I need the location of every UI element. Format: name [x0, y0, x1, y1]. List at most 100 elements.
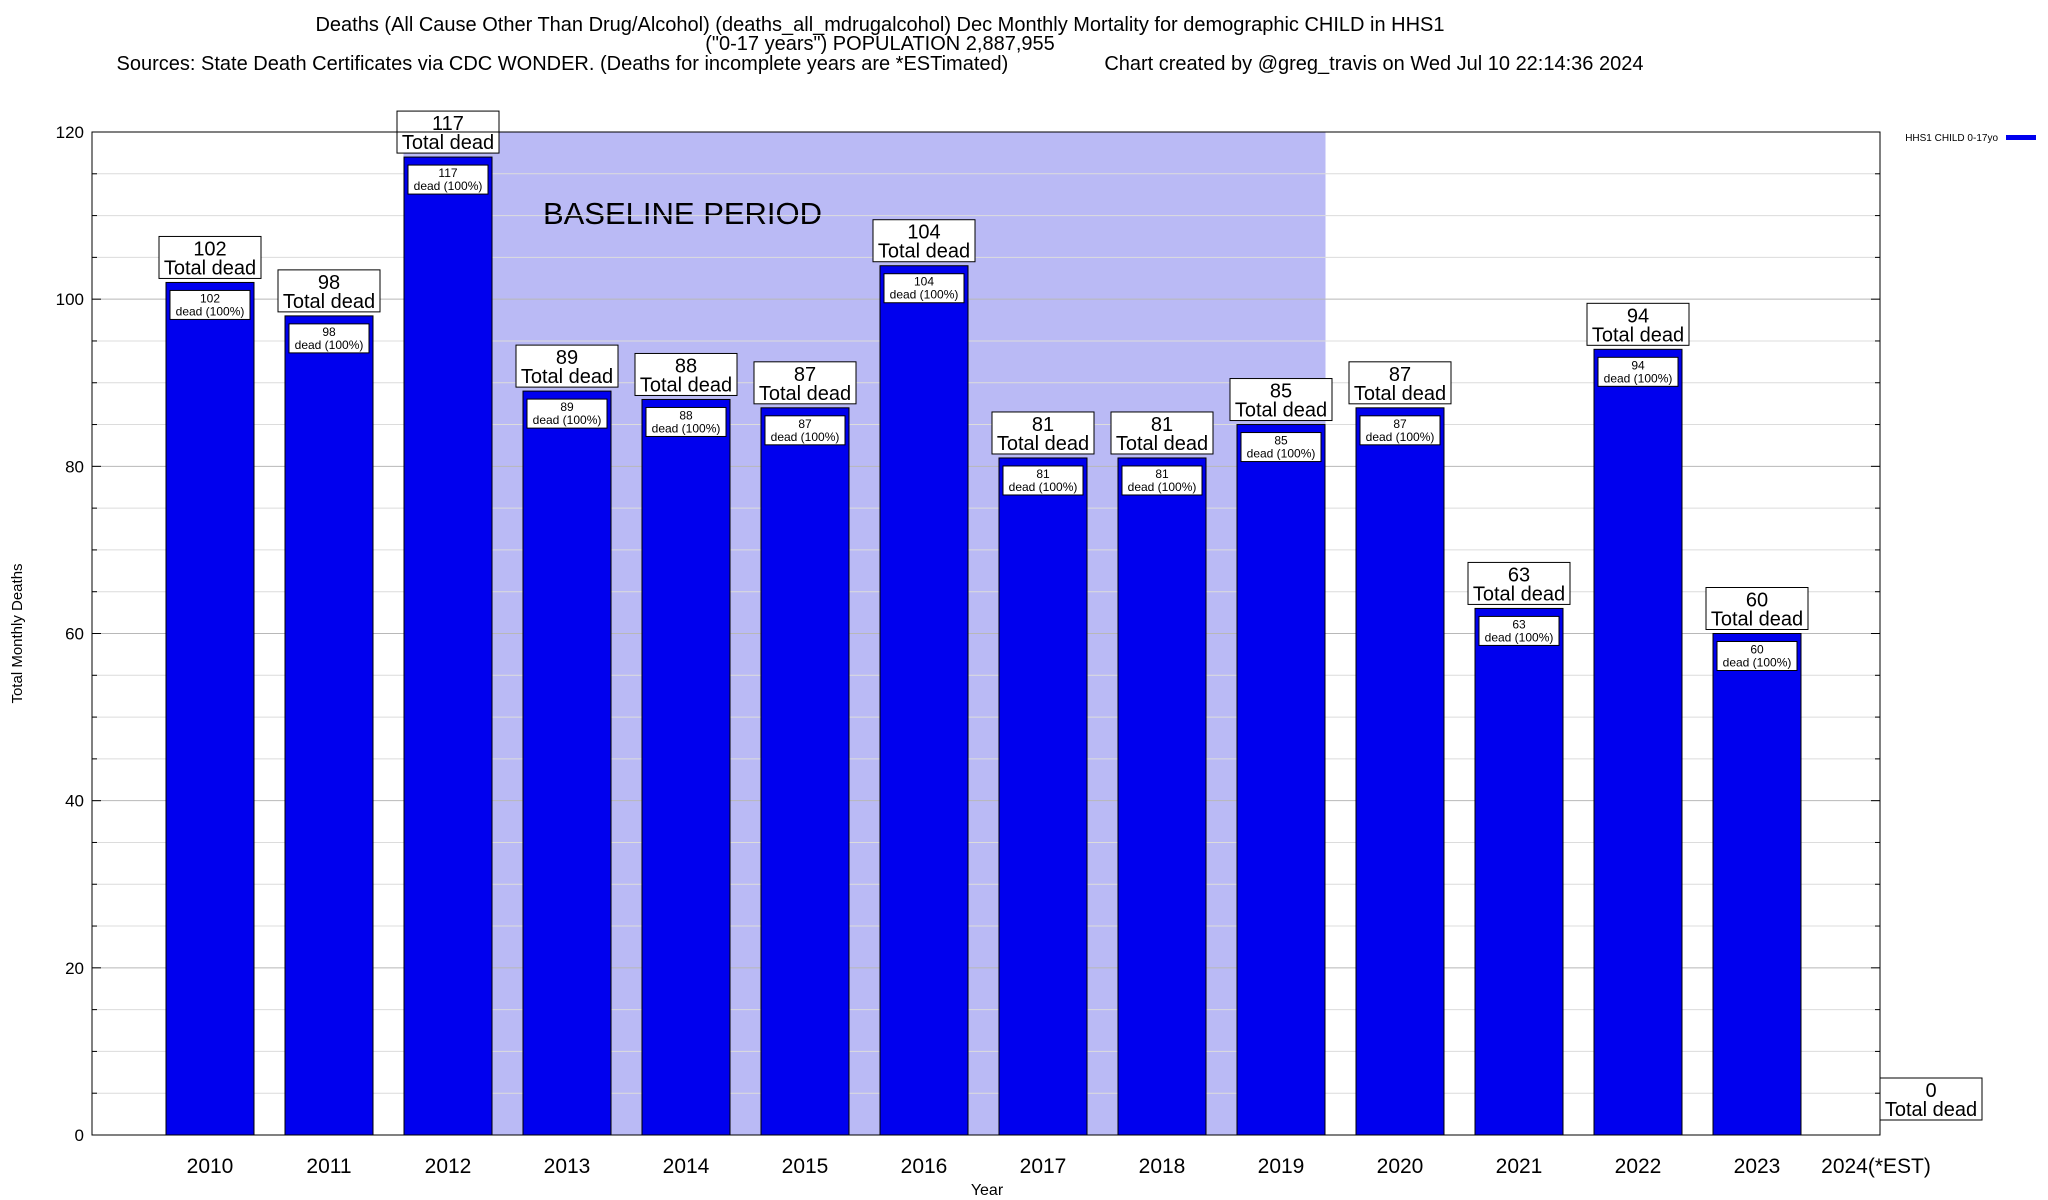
bar-2019	[1236, 424, 1326, 1136]
inner-label-text: dead (100%)	[414, 179, 483, 193]
x-tick-label: 2010	[187, 1155, 234, 1178]
inner-label-text: dead (100%)	[1604, 371, 1673, 385]
x-tick-label: 2015	[782, 1155, 829, 1178]
inner-label-text: dead (100%)	[771, 430, 840, 444]
inner-label-value: 85	[1274, 434, 1288, 448]
x-tick-label: 2017	[1020, 1155, 1067, 1178]
top-label-value: 117	[432, 113, 464, 135]
inner-label-value: 63	[1512, 617, 1526, 631]
legend-entry-swatch	[2006, 135, 2036, 140]
inner-label-box	[1121, 465, 1203, 496]
top-label-text: Total dead	[1885, 1099, 1977, 1121]
x-tick-label: 2016	[901, 1155, 948, 1178]
top-label-box	[1348, 361, 1452, 405]
bar-2020	[1355, 407, 1445, 1136]
inner-label-text: dead (100%)	[176, 304, 245, 318]
top-label-text: Total dead	[1473, 583, 1565, 605]
top-label-text: Total dead	[521, 366, 613, 388]
chart-title: Deaths (All Cause Other Than Drug/Alcoho…	[315, 14, 1445, 36]
inner-label-box	[883, 273, 965, 304]
top-label-box	[1705, 587, 1809, 630]
x-tick-label: 2021	[1496, 1155, 1543, 1178]
inner-label-box	[1597, 356, 1679, 387]
chart-sources: Sources: State Death Certificates via CD…	[116, 53, 1009, 75]
top-label-value: 85	[1270, 381, 1292, 403]
inner-label-box	[1716, 641, 1798, 671]
x-tick-label: 2018	[1139, 1155, 1186, 1178]
inner-label-value: 98	[322, 325, 336, 339]
x-tick-label: 2024(*EST)	[1821, 1155, 1931, 1178]
x-tick-label: 2023	[1734, 1155, 1781, 1178]
top-label-box	[872, 219, 976, 263]
bar-2015	[760, 407, 850, 1136]
bar-2012	[403, 156, 493, 1136]
inner-label-text: dead (100%)	[1723, 656, 1792, 670]
inner-label-box	[526, 398, 608, 429]
inner-label-value: 102	[200, 291, 220, 305]
x-axis: 2010 2011 2012 2013 2014 2015 2016 2017 2018 2019…	[187, 1155, 1931, 1178]
bar-2011	[284, 315, 374, 1136]
inner-label-box	[645, 406, 727, 437]
top-label-value: 87	[1389, 364, 1411, 386]
inner-label-box	[1478, 615, 1560, 646]
top-label-value: 63	[1508, 564, 1530, 586]
chart-sources-credit: Sources: State Death Certificates via CD…	[0, 53, 1760, 75]
baseline-period-label: BASELINE PERIOD	[543, 196, 822, 231]
y-tick-label: 100	[56, 290, 84, 309]
top-label-box	[158, 235, 262, 279]
top-label-box	[1586, 302, 1690, 346]
inner-label-text: dead (100%)	[652, 421, 721, 435]
top-label-value: 102	[193, 238, 226, 260]
bar-2021	[1474, 607, 1564, 1136]
inner-label-text: dead (100%)	[890, 288, 959, 302]
inner-label-box	[169, 289, 251, 320]
bar-2010	[165, 281, 255, 1136]
top-label-text: Total dead	[878, 241, 970, 263]
bar-2013	[522, 390, 612, 1136]
y-tick-label: 120	[56, 123, 84, 142]
inner-label-box	[407, 164, 489, 195]
bar-2023	[1712, 633, 1802, 1136]
x-tick-label: 2013	[544, 1155, 591, 1178]
inner-label-value: 87	[798, 417, 812, 431]
top-label-box	[515, 344, 619, 388]
top-label-text: Total dead	[1354, 383, 1446, 405]
inner-label-text: dead (100%)	[1366, 430, 1435, 444]
inner-label-value: 117	[438, 166, 457, 180]
top-label-box	[634, 352, 738, 396]
y-tick-label: 60	[65, 625, 84, 644]
inner-label-box	[288, 323, 370, 354]
top-label-text: Total dead	[997, 433, 1089, 455]
x-tick-label: 2011	[306, 1155, 351, 1178]
inner-label-box	[1002, 465, 1084, 496]
chart-subtitle: ("0-17 years") POPULATION 2,887,955	[705, 33, 1055, 55]
top-label-text: Total dead	[640, 374, 732, 396]
top-label-value: 94	[1627, 305, 1649, 327]
grid-lines	[92, 131, 1880, 1136]
inner-label-text: dead (100%)	[1247, 447, 1316, 461]
